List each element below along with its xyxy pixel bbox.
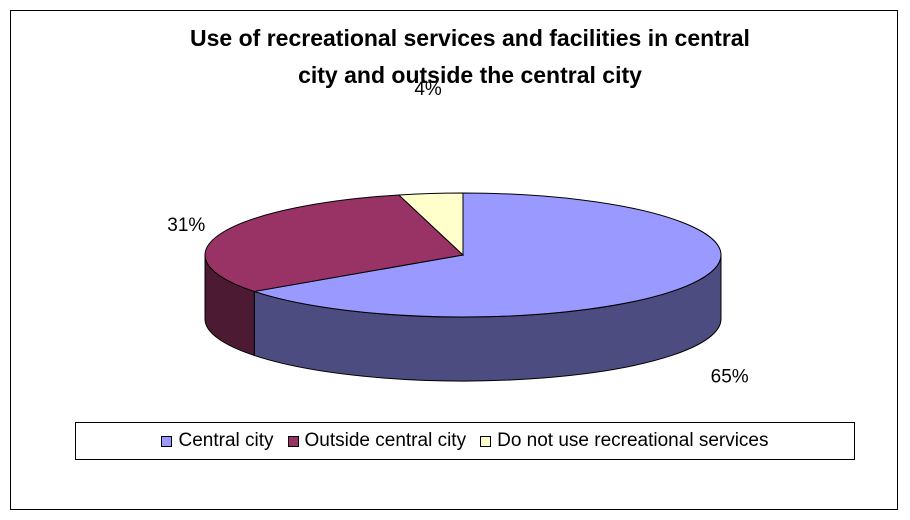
data-label-do-not-use: 4%	[414, 79, 442, 100]
legend-label-central-city: Central city	[178, 430, 274, 451]
chart-title: Use of recreational services and facilit…	[190, 25, 750, 88]
legend-label-outside-central-city: Outside central city	[304, 430, 467, 451]
pie-slice-do-not-use	[397, 192, 464, 257]
data-label-central-city: 65%	[711, 367, 749, 388]
pie-slice-outside-central-city	[204, 194, 465, 292]
legend-swatch-outside-central-city	[287, 435, 299, 447]
pie-slice-central-city	[254, 192, 722, 318]
data-label-outside-central-city: 31%	[167, 215, 205, 236]
legend-swatch-central-city	[161, 435, 173, 447]
legend-label-do-not-use: Do not use recreational services	[497, 430, 769, 451]
legend-item-do-not-use: Do not use recreational services	[480, 430, 769, 452]
legend-item-outside-central-city: Outside central city	[287, 430, 467, 452]
legend: Central city Outside central city Do not…	[75, 422, 855, 460]
legend-swatch-do-not-use	[480, 435, 492, 447]
legend-item-central-city: Central city	[161, 430, 274, 452]
